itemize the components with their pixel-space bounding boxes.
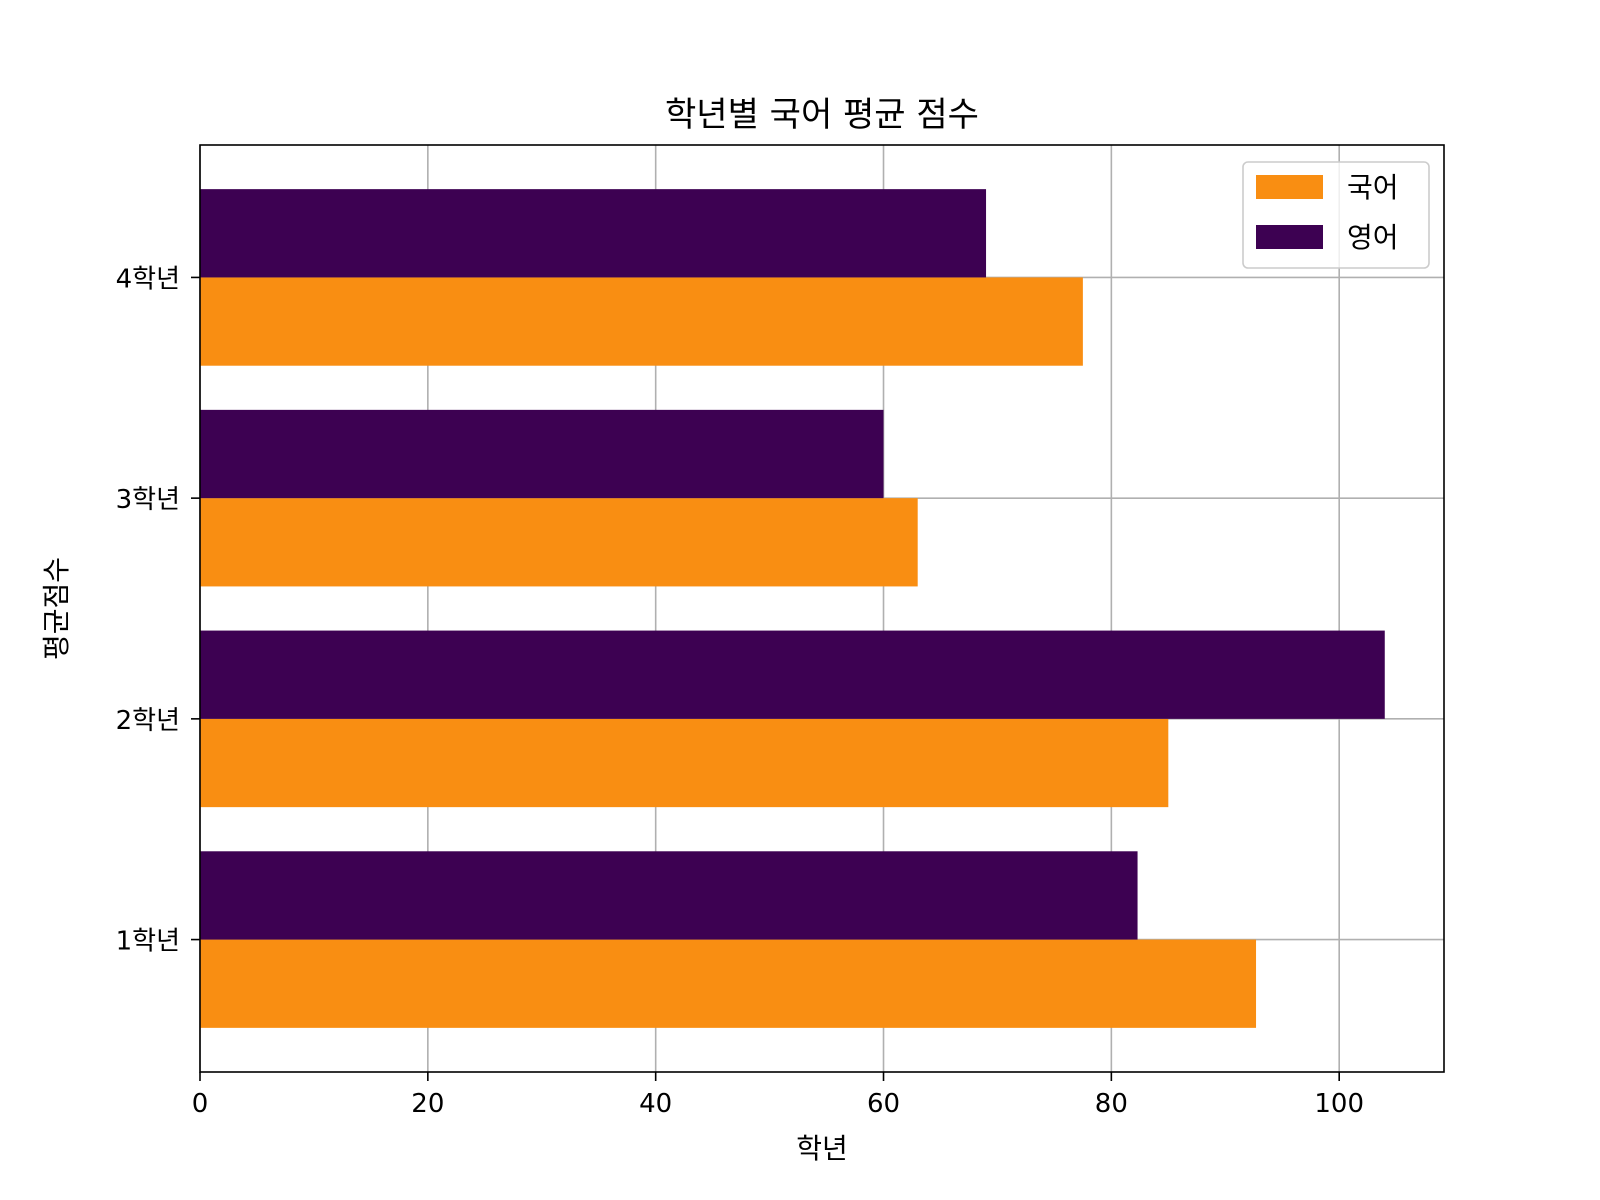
y-tick-label: 4학년 — [116, 264, 180, 294]
chart-title: 학년별 국어 평균 점수 — [665, 95, 979, 135]
bar-국어-2학년 — [200, 718, 1169, 808]
x-tick-label: 0 — [192, 1089, 209, 1119]
legend-swatch-영어 — [1256, 225, 1323, 249]
bar-영어-2학년 — [200, 630, 1385, 719]
y-tick-label: 3학년 — [116, 485, 180, 515]
x-axis-label: 학년 — [796, 1132, 848, 1165]
bar-영어-3학년 — [200, 409, 884, 499]
legend-label-국어: 국어 — [1347, 171, 1399, 204]
y-axis-label: 평균점수 — [40, 557, 73, 660]
y-tick-label: 1학년 — [116, 927, 180, 957]
legend-label-영어: 영어 — [1347, 221, 1399, 254]
bar-영어-4학년 — [200, 189, 987, 278]
bar-국어-1학년 — [200, 939, 1257, 1028]
bar-국어-3학년 — [200, 498, 918, 587]
legend-swatch-국어 — [1256, 175, 1323, 199]
plot-area: 0 20 40 60 80 100 1학년 2학년 3학년 4학년 — [116, 144, 1445, 1119]
y-tick-label: 2학년 — [116, 706, 180, 736]
axes-frame — [199, 144, 1445, 1073]
x-tick-label: 80 — [1095, 1089, 1128, 1119]
bar-국어-4학년 — [200, 277, 1083, 366]
x-tick-label: 20 — [411, 1089, 444, 1119]
bar-영어-1학년 — [200, 851, 1138, 940]
x-tick-label: 60 — [867, 1089, 900, 1119]
x-tick-label: 100 — [1314, 1089, 1364, 1119]
x-tick-label: 40 — [639, 1089, 672, 1119]
